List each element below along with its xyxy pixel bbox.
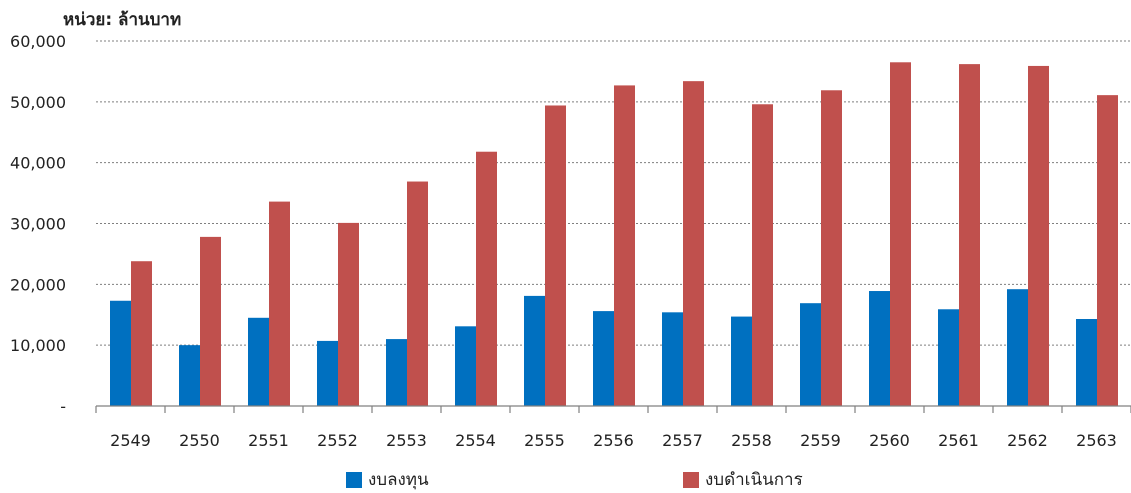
- bars: [110, 62, 1118, 407]
- x-tick-label: 2554: [455, 431, 496, 450]
- bar-series-2: [476, 151, 497, 406]
- bar-series-1: [1007, 289, 1028, 406]
- x-tick-label: 2556: [593, 431, 634, 450]
- bar-series-1: [179, 345, 200, 406]
- x-tick-label: 2552: [317, 431, 358, 450]
- unit-label: หน่วย: ล้านบาท: [63, 10, 182, 30]
- bar-series-1: [593, 311, 614, 406]
- bar-series-1: [455, 326, 476, 406]
- bar-series-2: [1097, 95, 1118, 407]
- x-tick-label: 2561: [938, 431, 979, 450]
- y-tick-label: 50,000: [10, 93, 66, 112]
- y-tick-label: 30,000: [10, 215, 66, 234]
- bar-series-1: [110, 300, 131, 406]
- y-axis-ticks: - 10,000 20,000 30,000 40,000 50,000 60,000: [10, 32, 66, 416]
- legend-label-series-2: งบดำเนินการ: [705, 470, 803, 490]
- bar-series-2: [407, 181, 428, 406]
- bar-series-1: [524, 295, 545, 406]
- bar-series-2: [614, 85, 635, 407]
- legend-label-series-1: งบลงทุน: [368, 470, 429, 490]
- x-axis: [95, 405, 1131, 413]
- bar-series-1: [1076, 319, 1097, 406]
- bar-series-1: [386, 339, 407, 406]
- x-tick-label: 2562: [1007, 431, 1048, 450]
- x-tick-label: 2563: [1076, 431, 1117, 450]
- y-tick-label: 20,000: [10, 275, 66, 294]
- legend-item-series-1: งบลงทุน: [346, 466, 429, 493]
- bar-series-1: [800, 303, 821, 406]
- bar-series-2: [131, 261, 152, 406]
- y-tick-label: -: [60, 397, 66, 416]
- legend-swatch-series-2: [683, 471, 699, 488]
- x-tick-label: 2555: [524, 431, 565, 450]
- x-tick-label: 2557: [662, 431, 703, 450]
- bar-series-2: [200, 236, 221, 406]
- x-tick-label: 2551: [248, 431, 289, 450]
- x-axis-ticks: 2549 2550 2551 2552 2553 2554 2555 2556 2557 2558…: [110, 431, 1117, 450]
- bar-series-1: [731, 316, 752, 406]
- y-tick-label: 60,000: [10, 32, 66, 51]
- bar-series-1: [869, 291, 890, 406]
- y-tick-label: 10,000: [10, 336, 66, 355]
- x-tick-label: 2549: [110, 431, 151, 450]
- x-tick-label: 2559: [800, 431, 841, 450]
- x-tick-label: 2558: [731, 431, 772, 450]
- legend-item-series-2: งบดำเนินการ: [683, 466, 803, 493]
- bar-series-1: [662, 312, 683, 406]
- bar-series-1: [317, 340, 338, 406]
- bar-series-1: [938, 309, 959, 406]
- bar-series-2: [338, 222, 359, 406]
- bar-series-2: [821, 90, 842, 407]
- bar-series-2: [269, 201, 290, 406]
- legend-swatch-series-1: [346, 471, 362, 488]
- x-tick-label: 2560: [869, 431, 910, 450]
- x-tick-label: 2550: [179, 431, 220, 450]
- bar-series-1: [248, 317, 269, 406]
- y-tick-label: 40,000: [10, 154, 66, 173]
- bar-series-2: [1028, 65, 1049, 407]
- bar-series-2: [545, 105, 566, 406]
- bar-series-2: [752, 104, 773, 407]
- bar-series-2: [683, 81, 704, 407]
- bar-series-2: [959, 64, 980, 406]
- bar-series-2: [890, 62, 911, 407]
- x-tick-label: 2553: [386, 431, 427, 450]
